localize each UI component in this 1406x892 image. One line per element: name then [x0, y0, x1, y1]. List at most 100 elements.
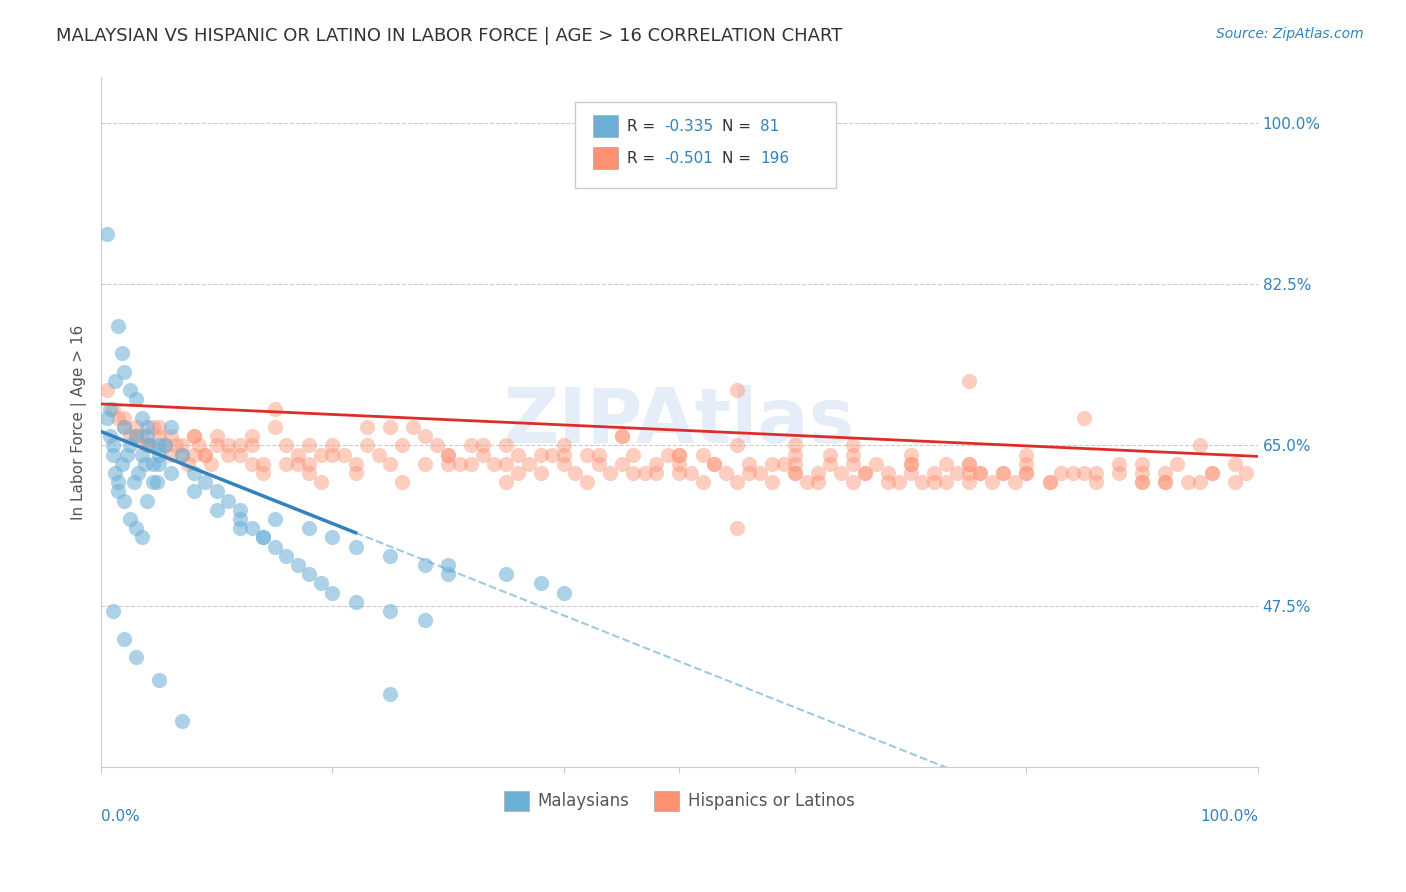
Point	[263, 540, 285, 554]
Point	[530, 576, 553, 591]
Point	[298, 521, 321, 535]
Point	[205, 438, 228, 452]
Point	[842, 475, 865, 490]
Text: R =: R =	[627, 119, 661, 134]
Point	[205, 484, 228, 499]
Point	[112, 632, 135, 646]
Point	[380, 457, 402, 471]
Point	[437, 448, 460, 462]
Text: N =: N =	[723, 119, 756, 134]
Point	[391, 475, 413, 490]
Point	[1166, 457, 1188, 471]
Point	[252, 457, 274, 471]
Point	[889, 475, 911, 490]
Point	[125, 429, 148, 443]
Point	[725, 383, 748, 397]
Point	[692, 475, 714, 490]
Point	[900, 448, 922, 462]
Point	[761, 457, 783, 471]
Point	[517, 457, 540, 471]
Point	[194, 448, 217, 462]
Point	[112, 420, 135, 434]
Point	[112, 493, 135, 508]
Point	[1015, 466, 1038, 480]
Point	[391, 438, 413, 452]
Point	[183, 448, 205, 462]
Point	[298, 457, 321, 471]
Point	[205, 429, 228, 443]
Point	[136, 429, 159, 443]
Point	[541, 448, 564, 462]
Point	[321, 438, 343, 452]
Point	[263, 512, 285, 526]
Point	[621, 448, 644, 462]
Point	[957, 457, 980, 471]
Point	[1223, 475, 1246, 490]
Point	[437, 567, 460, 582]
Point	[553, 438, 575, 452]
Text: -0.335: -0.335	[665, 119, 714, 134]
Point	[276, 549, 298, 563]
Point	[725, 521, 748, 535]
Point	[138, 438, 160, 452]
Point	[136, 438, 159, 452]
FancyBboxPatch shape	[593, 115, 619, 137]
Point	[610, 429, 633, 443]
Point	[229, 512, 252, 526]
Point	[449, 457, 471, 471]
Point	[692, 448, 714, 462]
Point	[177, 457, 200, 471]
Point	[738, 457, 761, 471]
Point	[131, 429, 153, 443]
Point	[645, 466, 668, 480]
Point	[194, 475, 217, 490]
Point	[136, 438, 159, 452]
Point	[344, 595, 367, 609]
Point	[993, 466, 1015, 480]
Point	[484, 457, 506, 471]
Point	[172, 448, 194, 462]
Point	[96, 410, 118, 425]
Point	[413, 558, 436, 572]
Point	[217, 438, 239, 452]
Point	[104, 374, 127, 388]
Point	[703, 457, 725, 471]
Point	[125, 521, 148, 535]
Point	[111, 346, 134, 360]
Point	[148, 438, 170, 452]
Point	[460, 457, 482, 471]
Point	[530, 466, 553, 480]
Point	[356, 420, 378, 434]
Point	[934, 475, 956, 490]
Legend: Malaysians, Hispanics or Latinos: Malaysians, Hispanics or Latinos	[495, 780, 865, 821]
Point	[842, 457, 865, 471]
Point	[842, 438, 865, 452]
Point	[356, 438, 378, 452]
Point	[380, 420, 402, 434]
Point	[125, 420, 148, 434]
Point	[749, 466, 772, 480]
Point	[1084, 475, 1107, 490]
Point	[1154, 466, 1177, 480]
Point	[142, 475, 165, 490]
Point	[437, 448, 460, 462]
Point	[830, 466, 852, 480]
Point	[96, 227, 118, 241]
Point	[200, 457, 222, 471]
Point	[112, 365, 135, 379]
Point	[796, 475, 818, 490]
Point	[148, 448, 170, 462]
Text: R =: R =	[627, 151, 661, 166]
Point	[183, 429, 205, 443]
Point	[993, 466, 1015, 480]
Point	[426, 438, 449, 452]
Point	[865, 457, 887, 471]
Point	[217, 493, 239, 508]
Point	[112, 410, 135, 425]
Point	[471, 438, 494, 452]
Point	[506, 466, 529, 480]
Point	[842, 448, 865, 462]
Point	[1130, 475, 1153, 490]
Point	[148, 673, 170, 687]
Point	[344, 457, 367, 471]
